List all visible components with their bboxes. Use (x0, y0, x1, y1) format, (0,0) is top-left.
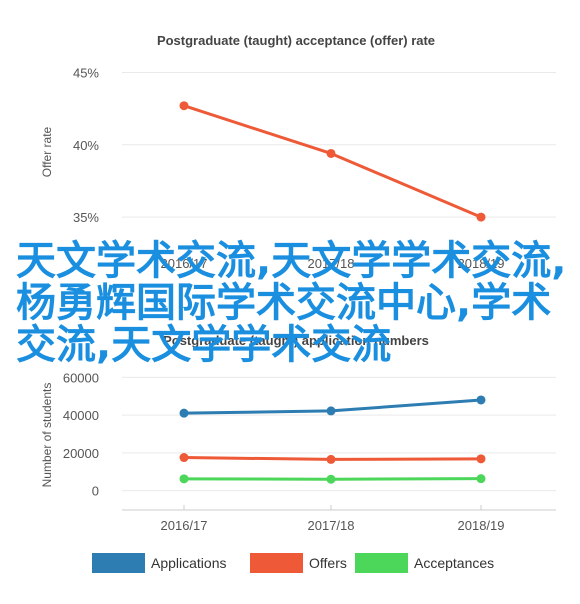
chart2-y-axis-label: Number of students (40, 383, 54, 488)
chart1-x-tick-label: 2018/19 (458, 256, 505, 271)
chart2-applications-point (326, 406, 336, 416)
chart1-series-point (326, 148, 336, 158)
chart1-y-tick-label: 45% (73, 65, 99, 80)
chart2-title: Postgraduate (taught) application number… (163, 333, 429, 348)
legend-label-offers: Offers (309, 555, 347, 571)
chart2-offers-point (476, 454, 486, 464)
chart1-y-tick-label: 35% (73, 210, 99, 225)
chart2-acceptances-point (476, 474, 486, 484)
chart2-offers-point (179, 453, 189, 463)
legend-swatch-applications (92, 553, 145, 573)
chart2-acceptances-point (326, 474, 336, 484)
legend-swatch-offers (250, 553, 303, 573)
chart1-x-tick-label: 2016/17 (161, 256, 208, 271)
chart2-legend: Applications Offers Acceptances (92, 553, 494, 573)
chart2-offers-point (326, 454, 336, 464)
chart1-series-line (183, 104, 482, 219)
chart1-series-point (179, 101, 189, 111)
legend-label-applications: Applications (151, 555, 227, 571)
chart1-y-tick-label: 40% (73, 138, 99, 153)
chart2-x-tick-label: 2018/19 (458, 518, 505, 533)
chart2-acceptances-point (179, 474, 189, 484)
chart2-x-tick-label: 2017/18 (308, 518, 355, 533)
chart2-x-tick-label: 2016/17 (161, 518, 208, 533)
legend-swatch-acceptances (355, 553, 408, 573)
chart1-series-point (476, 212, 486, 222)
chart2-y-tick-label: 0 (92, 484, 99, 499)
chart2-y-tick-label: 60000 (63, 370, 99, 385)
chart1-x-tick-label: 2017/18 (308, 256, 355, 271)
chart2-y-tick-label: 40000 (63, 408, 99, 423)
legend-label-acceptances: Acceptances (414, 555, 494, 571)
chart2-applications-point (476, 395, 486, 405)
chart2-applications-point (179, 408, 189, 418)
chart1-y-axis-label: Offer rate (40, 126, 54, 177)
chart1-title: Postgraduate (taught) acceptance (offer)… (157, 33, 435, 48)
chart2-y-tick-label: 20000 (63, 446, 99, 461)
